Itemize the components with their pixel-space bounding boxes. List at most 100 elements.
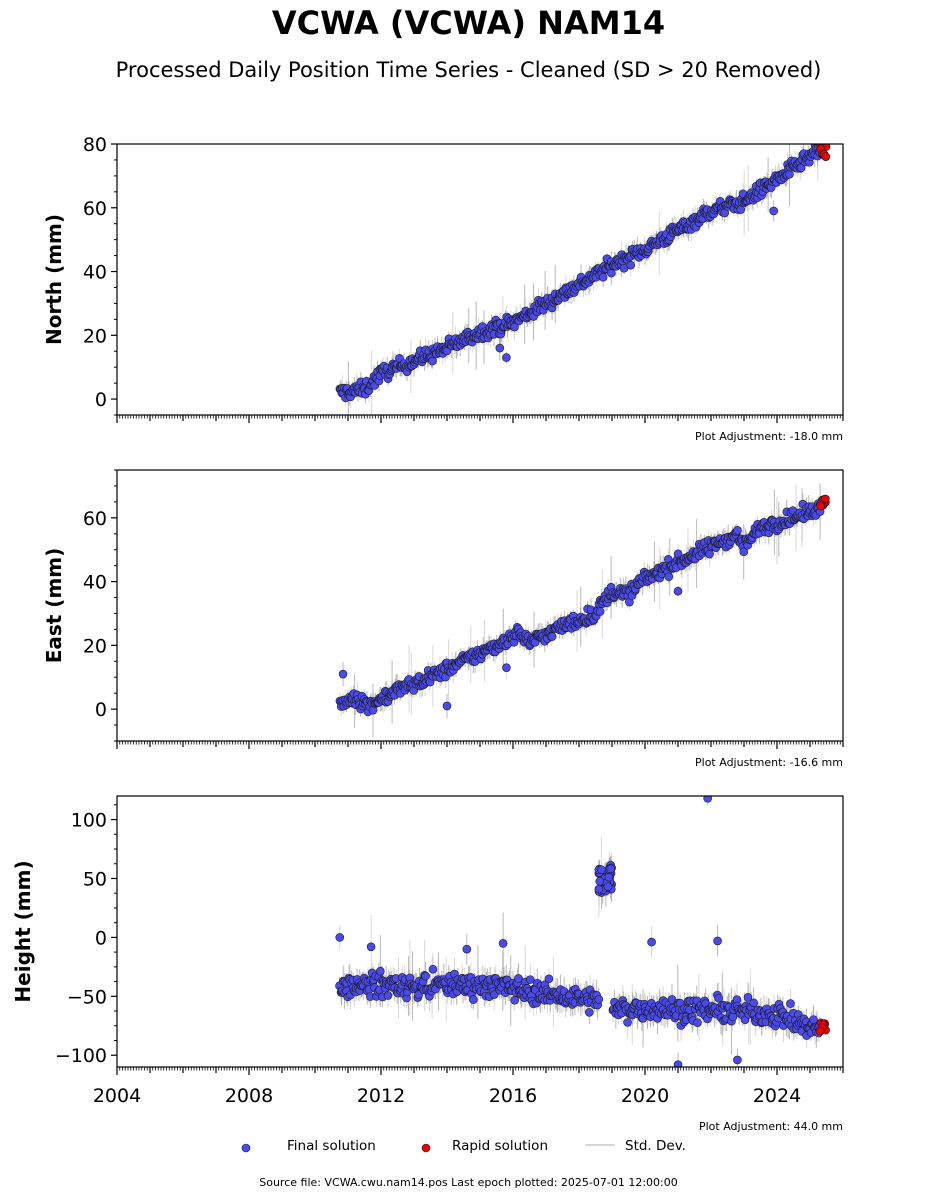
final-point	[597, 865, 606, 875]
final-point	[544, 974, 554, 984]
y-tick-label: 40	[83, 572, 107, 594]
final-point	[495, 343, 505, 353]
x-tick-label: 2016	[489, 1085, 537, 1107]
final-point	[595, 607, 605, 616]
final-point	[705, 549, 714, 559]
final-point	[498, 938, 508, 948]
final-point	[647, 937, 656, 947]
final-point	[728, 1012, 738, 1022]
std-dev-bars	[339, 144, 821, 415]
final-point	[594, 995, 604, 1004]
legend-final-marker	[241, 1143, 251, 1153]
y-tick-label: 20	[83, 635, 107, 657]
panel-east: 0 20 40 60 East (mm) Plot Adjustment: -16.6 m…	[42, 469, 844, 769]
final-point	[733, 526, 742, 535]
final-point	[606, 864, 615, 874]
y-tick-label: 0	[95, 389, 107, 411]
final-point	[603, 882, 613, 891]
plot-adjustment: Plot Adjustment: 44.0 mm	[699, 1120, 843, 1133]
panel-height: −100 −50 0 50 100 2004 2008 2012 2016 2020 2024 Hei…	[11, 795, 844, 1133]
final-point	[796, 163, 806, 173]
legend-std-line	[585, 1144, 615, 1146]
final-point	[510, 995, 520, 1005]
plot-adjustment: Plot Adjustment: -18.0 mm	[695, 430, 843, 443]
final-point	[673, 1060, 683, 1067]
panel-data-2	[335, 796, 830, 1067]
final-point	[428, 356, 437, 366]
final-point	[428, 964, 438, 974]
final-point	[604, 872, 614, 882]
final-point	[749, 998, 758, 1008]
rapid-points	[816, 494, 830, 511]
panel-north: 0 20 40 60 80 North (mm) Plot Adjustment: -18.…	[42, 134, 844, 443]
y-tick-label: 60	[83, 198, 107, 220]
final-point	[338, 669, 348, 679]
final-points	[335, 144, 825, 403]
final-point	[623, 1018, 632, 1027]
y-tick-label: 0	[95, 927, 107, 949]
final-point	[442, 701, 452, 711]
y-axis-label: Height (mm)	[11, 860, 35, 1002]
y-tick-label: 100	[71, 810, 107, 832]
chart-title: VCWA (VCWA) NAM14	[271, 4, 666, 42]
legend-std-label: Std. Dev.	[625, 1138, 686, 1154]
final-point	[421, 971, 430, 981]
y-tick-label: 0	[95, 699, 107, 721]
final-point	[598, 272, 608, 282]
y-tick-label: 50	[83, 868, 107, 890]
x-tick-label: 2012	[357, 1085, 405, 1107]
panel-frame	[116, 143, 844, 416]
final-point	[714, 993, 723, 1003]
final-point	[743, 993, 753, 1002]
y-tick-label: 20	[83, 325, 107, 347]
legend-rapid-label: Rapid solution	[452, 1138, 548, 1154]
final-point	[462, 944, 472, 954]
final-point	[383, 991, 393, 1000]
plot-adjustment: Plot Adjustment: -16.6 mm	[695, 756, 843, 769]
y-tick-label: −100	[55, 1045, 107, 1067]
panel-frame	[116, 795, 844, 1068]
final-point	[366, 942, 376, 952]
final-point	[713, 936, 722, 946]
y-tick-label: 60	[83, 508, 107, 530]
final-point	[547, 632, 557, 641]
final-point	[673, 586, 683, 596]
final-point	[733, 1055, 742, 1065]
final-point	[739, 547, 749, 557]
std-dev-bars	[339, 483, 821, 737]
y-axis-label: East (mm)	[42, 548, 66, 664]
x-tick-label: 2004	[93, 1085, 141, 1107]
rapid-point	[821, 152, 831, 161]
final-point	[514, 974, 523, 983]
y-tick-label: 40	[83, 262, 107, 284]
legend-final-label: Final solution	[287, 1138, 376, 1154]
final-points	[335, 796, 824, 1067]
final-point	[769, 206, 779, 216]
final-point	[606, 268, 616, 278]
final-point	[525, 975, 535, 984]
final-point	[502, 663, 511, 672]
final-point	[594, 884, 604, 894]
panel-frame	[116, 469, 844, 742]
final-points	[335, 499, 825, 717]
source-footer: Source file: VCWA.cwu.nam14.pos Last epo…	[259, 1176, 678, 1189]
final-point	[376, 966, 385, 976]
x-tick-label: 2024	[753, 1085, 801, 1107]
rapid-point	[821, 494, 830, 504]
rapid-point	[816, 501, 825, 511]
chart-subtitle: Processed Daily Position Time Series - C…	[115, 58, 822, 82]
final-point	[585, 1008, 594, 1017]
y-tick-label: −50	[67, 986, 107, 1008]
final-point	[786, 999, 795, 1008]
panel-data-0	[335, 144, 831, 415]
x-tick-label: 2008	[225, 1085, 273, 1107]
panel-data-1	[335, 483, 830, 737]
rapid-points	[816, 144, 831, 161]
y-tick-label: 80	[83, 134, 107, 156]
rapid-points	[815, 1018, 830, 1036]
rapid-point	[815, 1026, 825, 1036]
y-axis-label: North (mm)	[42, 214, 66, 345]
x-tick-label: 2020	[621, 1085, 669, 1107]
final-point	[502, 353, 511, 362]
